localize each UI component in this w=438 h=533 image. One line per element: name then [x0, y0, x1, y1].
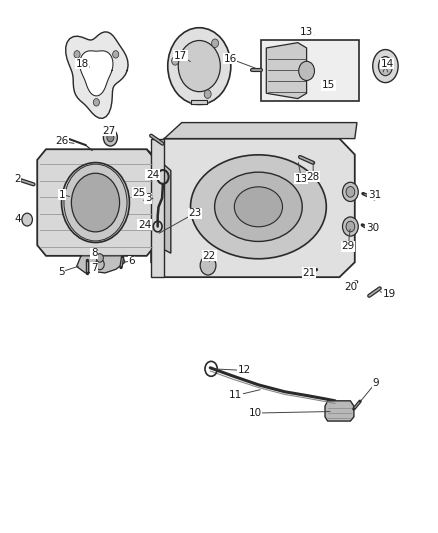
- Text: 26: 26: [56, 136, 69, 146]
- Text: 19: 19: [382, 289, 396, 299]
- Ellipse shape: [191, 155, 326, 259]
- Text: 5: 5: [58, 267, 65, 277]
- Text: 8: 8: [91, 248, 98, 258]
- Polygon shape: [37, 149, 155, 256]
- Circle shape: [212, 39, 219, 47]
- Text: 15: 15: [322, 80, 335, 90]
- Text: 2: 2: [14, 174, 21, 183]
- Circle shape: [204, 90, 211, 99]
- Circle shape: [343, 182, 358, 201]
- Circle shape: [93, 99, 99, 106]
- Polygon shape: [266, 43, 307, 99]
- Text: 28: 28: [307, 172, 320, 182]
- Circle shape: [113, 51, 119, 58]
- Polygon shape: [151, 139, 164, 277]
- Text: 12: 12: [238, 366, 251, 375]
- Text: 1: 1: [59, 190, 66, 199]
- Circle shape: [172, 56, 179, 65]
- Ellipse shape: [234, 187, 283, 227]
- Circle shape: [343, 217, 358, 236]
- Text: 3: 3: [145, 193, 152, 203]
- Circle shape: [107, 133, 114, 142]
- Circle shape: [200, 256, 216, 275]
- Text: 4: 4: [14, 214, 21, 223]
- Text: 13: 13: [300, 27, 313, 37]
- Text: 11: 11: [229, 391, 242, 400]
- Circle shape: [22, 213, 32, 226]
- Circle shape: [168, 28, 231, 104]
- Text: 16: 16: [223, 54, 237, 63]
- FancyBboxPatch shape: [261, 40, 359, 101]
- Text: 21: 21: [302, 268, 315, 278]
- Circle shape: [95, 259, 104, 270]
- Text: 27: 27: [102, 126, 115, 135]
- Text: 13: 13: [295, 174, 308, 183]
- Circle shape: [74, 51, 80, 58]
- Text: 7: 7: [91, 263, 98, 272]
- Circle shape: [96, 254, 103, 262]
- Circle shape: [103, 129, 117, 146]
- Text: 9: 9: [372, 378, 379, 387]
- Polygon shape: [191, 100, 207, 104]
- Text: 24: 24: [146, 170, 159, 180]
- Text: 31: 31: [368, 190, 381, 199]
- Polygon shape: [325, 401, 354, 421]
- Polygon shape: [66, 32, 128, 118]
- Text: 30: 30: [366, 223, 379, 233]
- Polygon shape: [77, 256, 125, 273]
- Text: 24: 24: [138, 220, 151, 230]
- Text: 18: 18: [76, 59, 89, 69]
- Ellipse shape: [61, 163, 130, 243]
- Polygon shape: [147, 149, 171, 253]
- Text: 14: 14: [381, 59, 394, 69]
- Circle shape: [346, 221, 355, 232]
- Text: 17: 17: [174, 51, 187, 61]
- Polygon shape: [151, 139, 355, 277]
- Text: 29: 29: [342, 241, 355, 251]
- Text: 10: 10: [248, 408, 261, 418]
- Ellipse shape: [215, 172, 302, 241]
- Text: 25: 25: [133, 188, 146, 198]
- Ellipse shape: [373, 50, 398, 83]
- Circle shape: [299, 61, 314, 80]
- Text: 6: 6: [128, 256, 135, 266]
- Text: 23: 23: [188, 208, 201, 218]
- Polygon shape: [80, 51, 113, 96]
- Circle shape: [71, 173, 120, 232]
- Circle shape: [178, 41, 220, 92]
- Ellipse shape: [378, 56, 392, 76]
- Text: 22: 22: [203, 251, 216, 261]
- Circle shape: [346, 187, 355, 197]
- Text: 20: 20: [344, 282, 357, 292]
- Polygon shape: [164, 123, 357, 139]
